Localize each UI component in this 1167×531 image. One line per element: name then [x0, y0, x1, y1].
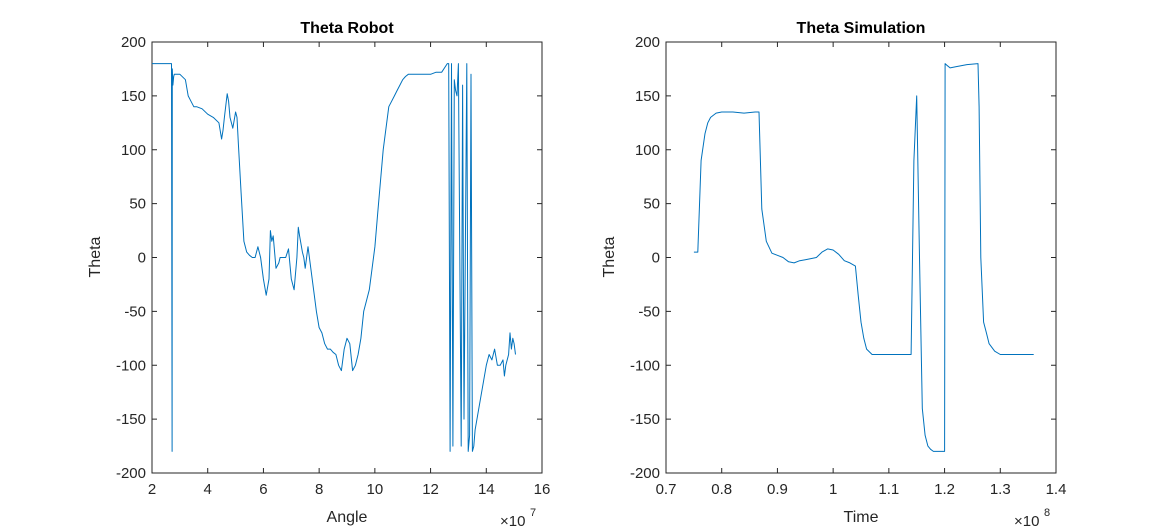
robot-y-axis-label: Theta	[87, 236, 104, 277]
simulation-y-ticks: -200 -150 -100 -50 0 50 100 150 200	[630, 34, 1056, 482]
simulation-y-tick-label: -150	[630, 411, 660, 428]
robot-x-ticks: 2 4 6 8 10 12 14 16	[148, 42, 551, 498]
robot-x-exponent-base: ×10	[500, 513, 525, 530]
simulation-y-tick-label: 100	[635, 142, 660, 159]
robot-x-exponent-power: 7	[530, 507, 536, 519]
robot-y-tick-label: -150	[116, 411, 146, 428]
simulation-x-tick-label: 1.3	[990, 481, 1011, 498]
simulation-x-tick-label: 1.2	[934, 481, 955, 498]
simulation-y-axis-label: Theta	[601, 236, 618, 277]
robot-y-tick-label: -200	[116, 465, 146, 482]
simulation-plot-area	[665, 41, 1057, 474]
robot-series-line	[152, 63, 516, 452]
simulation-x-exponent-base: ×10	[1014, 513, 1039, 530]
simulation-x-axis-label: Time	[844, 509, 879, 526]
robot-x-exponent: ×10 7	[500, 507, 536, 530]
simulation-y-tick-label: -50	[638, 303, 660, 320]
simulation-y-tick-label: 150	[635, 88, 660, 105]
simulation-panel: Theta Simulation Time Theta ×10 8 0.7 0.8…	[601, 20, 1066, 530]
simulation-x-ticks: 0.7 0.8 0.9 1 1.1 1.2 1.3 1.4	[656, 42, 1067, 498]
robot-x-tick-label: 12	[422, 481, 439, 498]
simulation-x-tick-label: 0.7	[656, 481, 677, 498]
robot-x-tick-label: 16	[534, 481, 551, 498]
robot-y-tick-label: 200	[121, 34, 146, 51]
robot-y-tick-label: -50	[124, 303, 146, 320]
robot-x-axis-label: Angle	[327, 509, 368, 526]
simulation-chart-title: Theta Simulation	[797, 20, 926, 37]
robot-y-tick-label: 50	[129, 196, 146, 213]
simulation-x-tick-label: 1.4	[1046, 481, 1067, 498]
robot-chart-title: Theta Robot	[300, 20, 394, 37]
robot-x-tick-label: 4	[204, 481, 212, 498]
simulation-x-tick-label: 1	[829, 481, 837, 498]
robot-y-tick-label: 100	[121, 142, 146, 159]
robot-y-ticks: -200 -150 -100 -50 0 50 100 150 200	[116, 34, 542, 482]
simulation-y-tick-label: 50	[643, 196, 660, 213]
simulation-series-group	[693, 63, 1034, 452]
simulation-y-tick-label: -100	[630, 357, 660, 374]
robot-x-tick-label: 14	[478, 481, 495, 498]
simulation-x-tick-label: 1.1	[878, 481, 899, 498]
simulation-y-tick-label: -200	[630, 465, 660, 482]
simulation-series-line	[693, 63, 1034, 452]
robot-y-tick-label: -100	[116, 357, 146, 374]
robot-y-tick-label: 0	[138, 250, 146, 267]
robot-panel: Theta Robot Angle Theta ×10 7 2 4 6 8 10 12 14…	[87, 20, 550, 530]
simulation-x-tick-label: 0.8	[711, 481, 732, 498]
simulation-x-exponent: ×10 8	[1014, 507, 1050, 530]
simulation-x-tick-label: 0.9	[767, 481, 788, 498]
simulation-y-tick-label: 200	[635, 34, 660, 51]
robot-x-tick-label: 8	[315, 481, 323, 498]
simulation-x-exponent-power: 8	[1044, 507, 1050, 519]
robot-y-tick-label: 150	[121, 88, 146, 105]
simulation-y-tick-label: 0	[652, 250, 660, 267]
robot-series-group	[152, 63, 516, 452]
robot-plot-area	[151, 41, 543, 474]
robot-x-tick-label: 6	[259, 481, 267, 498]
robot-x-tick-label: 10	[367, 481, 384, 498]
robot-x-tick-label: 2	[148, 481, 156, 498]
